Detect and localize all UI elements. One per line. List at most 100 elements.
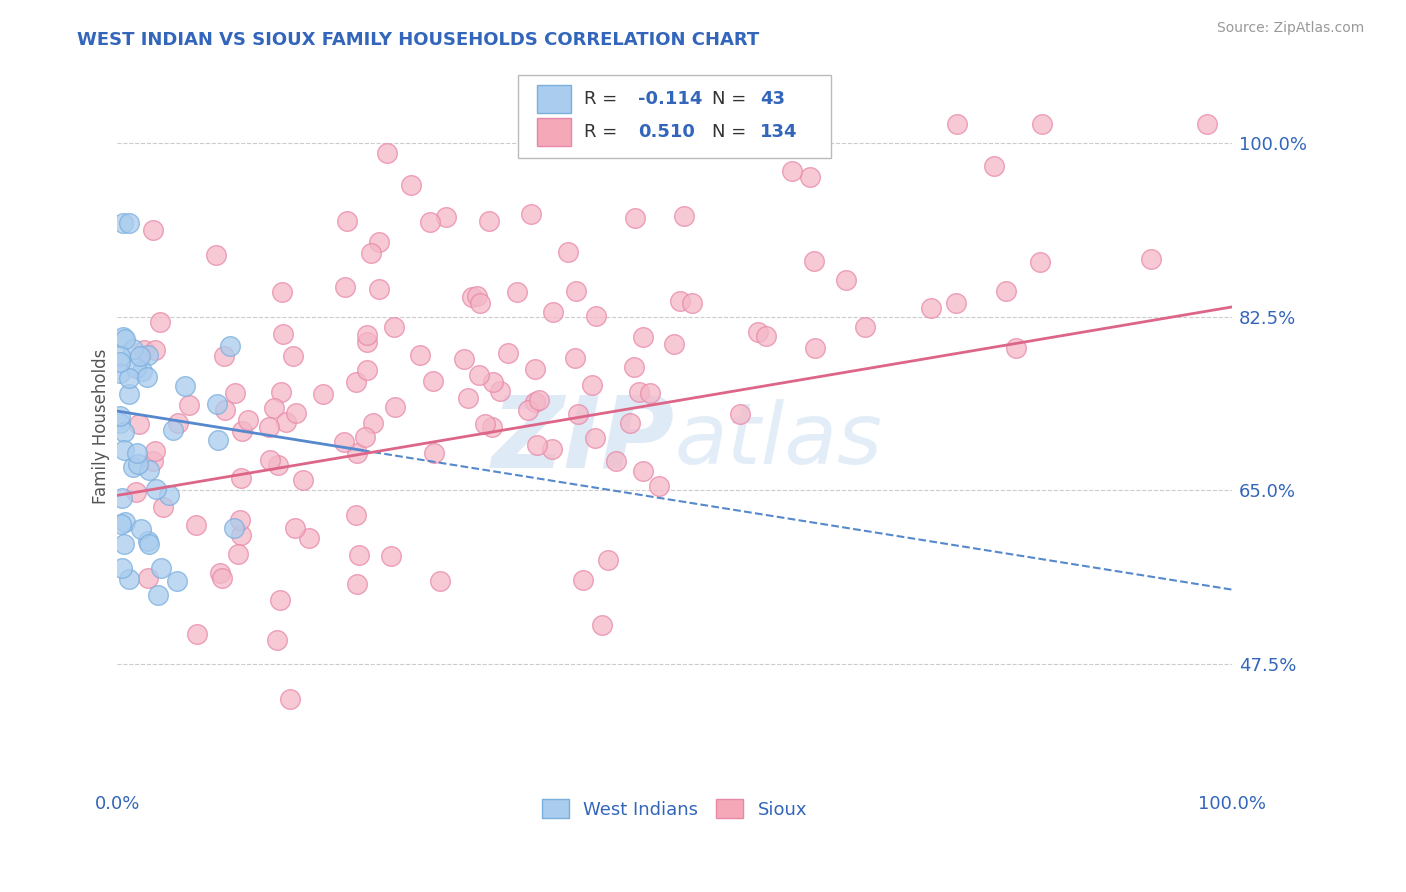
Point (143, 343, 166, 358)
Point (111, 561, 134, 575)
Text: R =: R = (585, 123, 623, 141)
Point (419, 215, 441, 229)
Point (945, 295, 967, 310)
Point (516, 403, 538, 417)
Point (460, 290, 482, 304)
Point (332, 435, 354, 450)
Point (111, 491, 134, 506)
Point (489, 384, 512, 398)
Point (173, 378, 195, 392)
Point (297, 532, 319, 546)
Point (209, 566, 232, 580)
Point (409, 348, 432, 362)
Point (114, 515, 136, 529)
Point (112, 537, 135, 551)
Point (166, 416, 188, 430)
Point (519, 207, 541, 221)
Point (121, 342, 143, 356)
Text: WEST INDIAN VS SIOUX FAMILY HOUSEHOLDS CORRELATION CHART: WEST INDIAN VS SIOUX FAMILY HOUSEHOLDS C… (77, 31, 759, 49)
Point (747, 325, 769, 339)
Point (118, 572, 141, 586)
Point (270, 285, 292, 300)
Point (229, 471, 252, 485)
Text: atlas: atlas (675, 399, 883, 482)
Bar (537, 85, 571, 112)
Point (136, 370, 159, 384)
Text: 134: 134 (761, 123, 797, 141)
Point (755, 328, 778, 343)
Point (780, 164, 803, 178)
Point (108, 349, 131, 363)
Point (211, 571, 233, 585)
Point (122, 459, 145, 474)
Point (136, 348, 159, 362)
Point (356, 327, 378, 342)
Point (127, 457, 149, 471)
Point (284, 406, 307, 420)
Point (380, 549, 402, 564)
Point (205, 247, 228, 261)
Point (557, 244, 579, 259)
Point (108, 355, 131, 369)
Point (375, 146, 398, 161)
Text: 0.510: 0.510 (638, 123, 695, 141)
Point (474, 417, 496, 431)
Point (114, 332, 136, 346)
Point (672, 210, 695, 224)
Point (270, 385, 292, 400)
Point (524, 362, 547, 376)
Point (496, 345, 519, 359)
Point (681, 296, 703, 310)
Point (526, 438, 548, 452)
Point (422, 446, 444, 460)
Point (259, 420, 281, 434)
Point (125, 361, 148, 376)
Point (920, 301, 942, 315)
Point (482, 376, 505, 390)
Point (118, 386, 141, 401)
Point (354, 429, 377, 443)
Point (263, 401, 285, 415)
Point (108, 409, 131, 423)
Point (266, 458, 288, 473)
Point (284, 521, 307, 535)
Point (129, 350, 152, 364)
Point (118, 371, 141, 385)
Point (205, 397, 228, 411)
Text: -0.114: -0.114 (638, 90, 702, 108)
Point (136, 571, 159, 585)
Bar (537, 119, 571, 146)
Point (799, 169, 821, 184)
Point (108, 367, 131, 381)
Point (647, 479, 669, 493)
Point (229, 527, 252, 541)
Point (152, 500, 174, 515)
Point (111, 330, 134, 344)
Point (436, 210, 458, 224)
Point (468, 295, 491, 310)
Y-axis label: Family Households: Family Households (93, 348, 110, 504)
Point (1139, 252, 1161, 267)
Point (346, 577, 368, 591)
Text: R =: R = (585, 90, 623, 108)
Point (541, 305, 564, 319)
Point (356, 363, 378, 377)
Point (177, 398, 200, 412)
Point (384, 400, 406, 414)
Text: N =: N = (713, 90, 752, 108)
Point (453, 351, 475, 366)
Point (292, 473, 315, 487)
Point (619, 416, 641, 430)
Point (125, 446, 148, 460)
Point (457, 391, 479, 405)
Point (368, 235, 391, 250)
Point (567, 407, 589, 421)
Point (259, 452, 281, 467)
Point (312, 386, 335, 401)
Point (627, 385, 650, 400)
Point (356, 334, 378, 349)
Point (422, 374, 444, 388)
Point (108, 416, 131, 430)
Point (759, 117, 782, 131)
Point (138, 463, 160, 477)
